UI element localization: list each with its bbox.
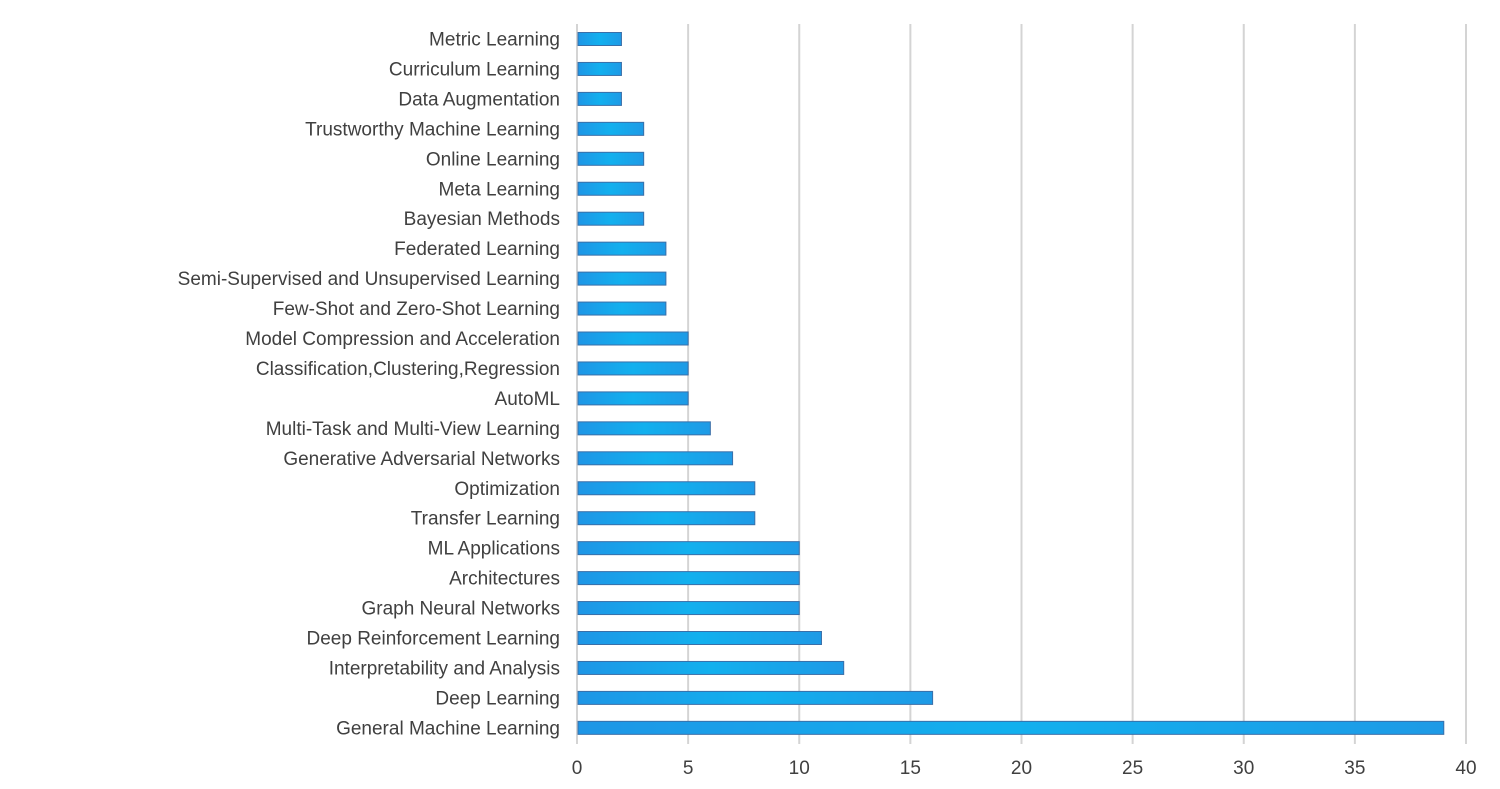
x-tick-label: 5 bbox=[683, 758, 694, 779]
category-label: Model Compression and Acceleration bbox=[245, 329, 560, 350]
bar bbox=[577, 211, 645, 226]
bar bbox=[577, 121, 645, 136]
bar bbox=[577, 151, 645, 166]
bar bbox=[577, 720, 1445, 735]
bar bbox=[577, 421, 711, 436]
bar bbox=[577, 301, 667, 316]
category-label: Deep Reinforcement Learning bbox=[307, 629, 561, 650]
bar bbox=[577, 631, 822, 645]
category-label: Metric Learning bbox=[429, 30, 560, 51]
bar bbox=[577, 571, 800, 586]
category-label: Curriculum Learning bbox=[389, 59, 560, 80]
bar bbox=[577, 271, 667, 286]
category-label: Bayesian Methods bbox=[404, 209, 560, 230]
category-label: Graph Neural Networks bbox=[361, 599, 560, 620]
gridlines bbox=[576, 24, 1467, 744]
bar bbox=[577, 391, 689, 406]
x-tick-label: 15 bbox=[900, 758, 921, 779]
x-tick-label: 0 bbox=[572, 758, 583, 779]
x-tick-label: 40 bbox=[1455, 758, 1476, 779]
category-label: Trustworthy Machine Learning bbox=[305, 119, 560, 140]
bar bbox=[577, 361, 689, 376]
category-label: ML Applications bbox=[428, 539, 560, 560]
bar bbox=[577, 91, 622, 106]
bar bbox=[577, 32, 622, 46]
bar bbox=[577, 241, 667, 256]
bar bbox=[577, 541, 800, 556]
category-label: AutoML bbox=[495, 389, 560, 410]
bar bbox=[577, 511, 756, 526]
category-labels: Metric Learning Curriculum Learning Data A… bbox=[178, 30, 560, 740]
x-tick-label: 30 bbox=[1233, 758, 1254, 779]
x-tick-label: 20 bbox=[1011, 758, 1032, 779]
category-label: General Machine Learning bbox=[336, 718, 560, 739]
category-label: Meta Learning bbox=[439, 179, 560, 200]
x-tick-label: 25 bbox=[1122, 758, 1143, 779]
category-label: Data Augmentation bbox=[398, 89, 560, 110]
category-label: Optimization bbox=[454, 479, 560, 500]
category-label: Online Learning bbox=[426, 149, 560, 170]
category-label: Few-Shot and Zero-Shot Learning bbox=[273, 299, 560, 320]
bar bbox=[577, 660, 845, 675]
bar bbox=[577, 601, 800, 616]
x-tick-label: 10 bbox=[789, 758, 810, 779]
bar bbox=[577, 451, 734, 466]
category-label: Interpretability and Analysis bbox=[329, 658, 560, 679]
category-label: Classification,Clustering,Regression bbox=[256, 359, 560, 380]
bar bbox=[577, 690, 934, 705]
category-label: Transfer Learning bbox=[411, 509, 560, 530]
category-label: Generative Adversarial Networks bbox=[283, 449, 560, 470]
bar bbox=[577, 331, 689, 346]
category-label: Federated Learning bbox=[394, 239, 560, 260]
x-axis-tick-labels: 0 5 10 15 20 25 30 35 40 bbox=[572, 758, 1477, 779]
category-label: Deep Learning bbox=[435, 688, 560, 709]
category-label: Multi-Task and Multi-View Learning bbox=[266, 419, 560, 440]
category-label: Semi-Supervised and Unsupervised Learnin… bbox=[178, 269, 560, 290]
bar bbox=[577, 481, 756, 496]
bars bbox=[577, 32, 1445, 735]
bar bbox=[577, 61, 622, 76]
bar bbox=[577, 181, 645, 196]
category-label: Architectures bbox=[449, 569, 560, 590]
x-tick-label: 35 bbox=[1344, 758, 1365, 779]
